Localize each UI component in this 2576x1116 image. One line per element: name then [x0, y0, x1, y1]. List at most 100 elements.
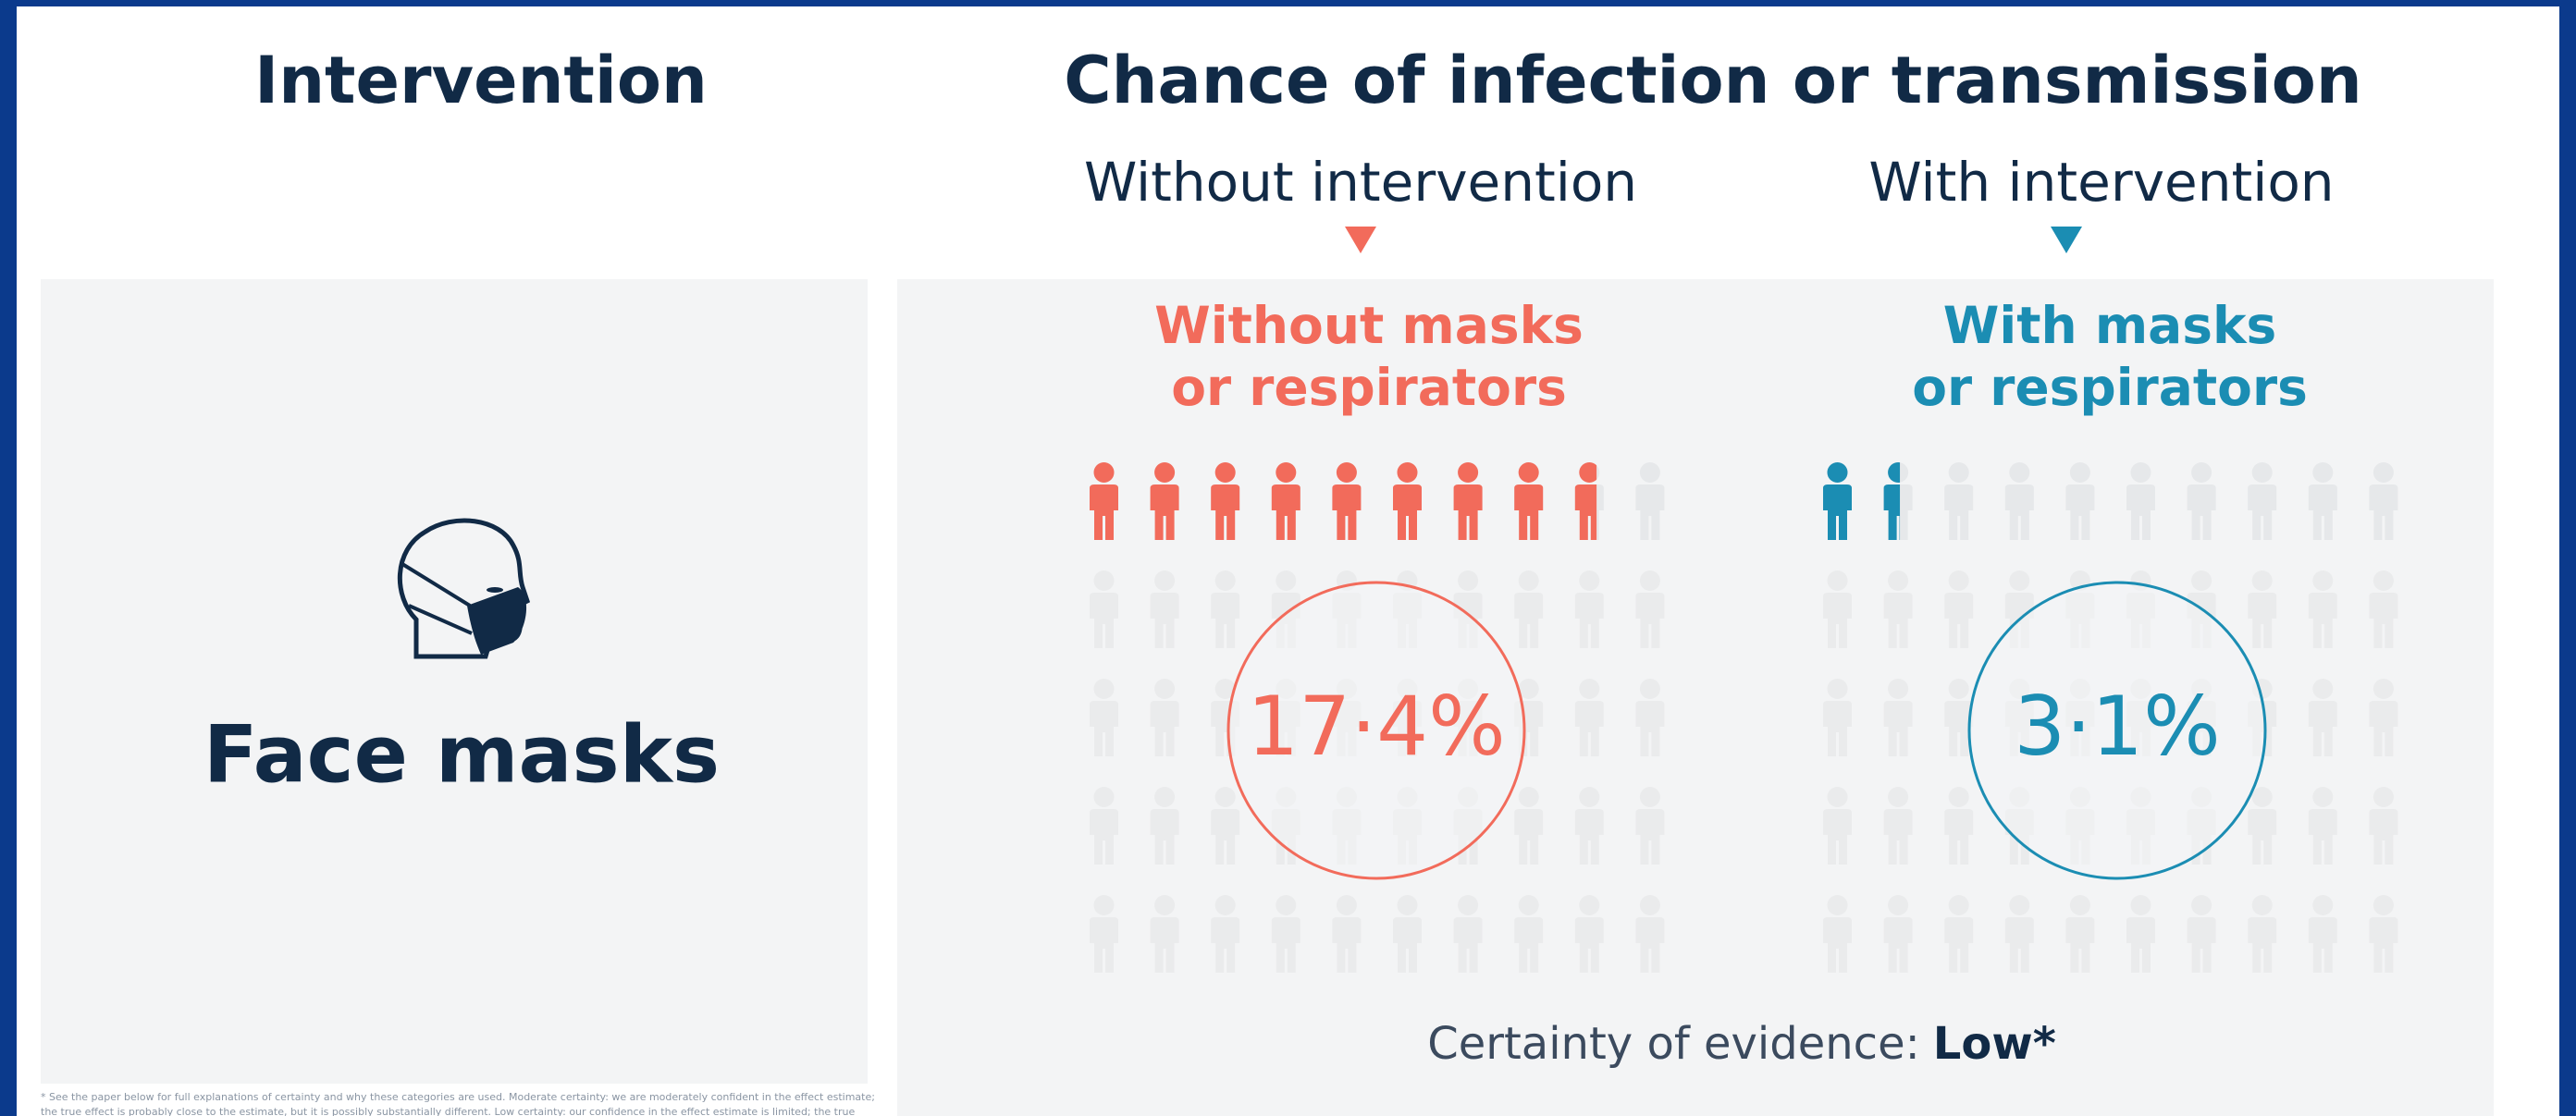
person-head [1948, 462, 1969, 483]
person-body [1271, 917, 1300, 973]
person-body [1883, 809, 1913, 865]
person-filled [1883, 462, 1901, 540]
person-head [1154, 679, 1176, 699]
filled-people [1090, 462, 1597, 540]
person-empty [2248, 570, 2277, 648]
person-empty [1453, 895, 1483, 973]
person-head [2312, 679, 2334, 699]
person-empty [1514, 895, 1544, 973]
person-empty [2004, 895, 2034, 973]
person-head [2191, 462, 2212, 483]
person-body [1090, 701, 1118, 756]
person-head [1518, 462, 1539, 483]
series-label: or respirators [1171, 358, 1567, 417]
person-filled-wrap [1271, 462, 1300, 540]
person-head [1827, 570, 1848, 591]
person-body [1574, 593, 1604, 648]
person-empty [1635, 679, 1665, 756]
person-empty [1635, 570, 1665, 648]
person-head [2191, 895, 2212, 915]
person-empty [1211, 895, 1240, 973]
person-head [1154, 462, 1176, 483]
person-head [2251, 570, 2273, 591]
person-empty [1574, 787, 1604, 865]
person-body [1635, 809, 1665, 865]
person-body [2126, 917, 2155, 973]
person-head [1579, 895, 1600, 915]
person-body [1944, 809, 1974, 865]
person-head [1888, 462, 1901, 483]
person-empty [1150, 570, 1179, 648]
person-head [1093, 787, 1115, 807]
person-empty [1635, 895, 1665, 973]
person-body [1823, 484, 1852, 540]
filled-people [1823, 462, 1901, 540]
person-head [1948, 895, 1969, 915]
person-empty [1393, 895, 1422, 973]
person-filled-wrap [1332, 462, 1362, 540]
person-filled [1211, 462, 1240, 540]
person-head [1276, 895, 1297, 915]
person-empty [1090, 895, 1118, 973]
person-body [2187, 484, 2216, 540]
person-empty [2369, 787, 2398, 865]
person-head [1214, 679, 1236, 699]
person-empty [1883, 895, 1913, 973]
person-body [1211, 593, 1240, 648]
person-head [1397, 895, 1418, 915]
series-pointer [2051, 227, 2082, 253]
person-body [1332, 917, 1362, 973]
certainty-label: Certainty of evidence: [1427, 1018, 1920, 1070]
person-empty [2369, 462, 2398, 540]
chart-title: Chance of infection or transmission [1064, 43, 2361, 118]
person-head [2312, 895, 2334, 915]
person-head [2251, 895, 2273, 915]
person-body [1393, 917, 1422, 973]
person-body [2369, 484, 2398, 540]
person-body [1883, 484, 1901, 540]
person-empty [1574, 679, 1604, 756]
person-body [1823, 809, 1852, 865]
person-head [1276, 570, 1297, 591]
person-head [1827, 679, 1848, 699]
person-body [1635, 701, 1665, 756]
person-body [2126, 484, 2155, 540]
person-head [1518, 895, 1539, 915]
person-empty [2308, 679, 2337, 756]
person-filled [1332, 462, 1362, 540]
person-head [1888, 787, 1909, 807]
person-head [1093, 462, 1115, 483]
person-head [2191, 570, 2212, 591]
mask-icon [397, 518, 531, 659]
person-body [1514, 809, 1544, 865]
series-label: Without masks [1154, 296, 1584, 355]
person-body [1150, 809, 1179, 865]
person-head [1458, 462, 1479, 483]
person-body [1090, 809, 1118, 865]
person-head [1579, 787, 1600, 807]
person-body [1823, 917, 1852, 973]
person-filled-wrap [1393, 462, 1422, 540]
person-body [1211, 484, 1240, 540]
person-head [2069, 895, 2090, 915]
person-body [1332, 484, 1362, 540]
person-filled [1453, 462, 1483, 540]
person-body [1150, 593, 1179, 648]
person-body [1514, 593, 1544, 648]
person-empty [1514, 787, 1544, 865]
person-body [1453, 917, 1483, 973]
person-body [2004, 917, 2034, 973]
person-filled [1090, 462, 1118, 540]
person-body [1635, 484, 1665, 540]
person-head [2312, 787, 2334, 807]
intervention-panel [41, 279, 868, 1084]
value-label: 17·4% [1247, 679, 1506, 774]
person-head [2373, 895, 2394, 915]
person-head [2312, 570, 2334, 591]
person-empty [1150, 679, 1179, 756]
person-head [1154, 570, 1176, 591]
value-circle [1226, 581, 1526, 880]
person-body [2187, 917, 2216, 973]
person-body [2248, 917, 2277, 973]
person-empty [2308, 895, 2337, 973]
